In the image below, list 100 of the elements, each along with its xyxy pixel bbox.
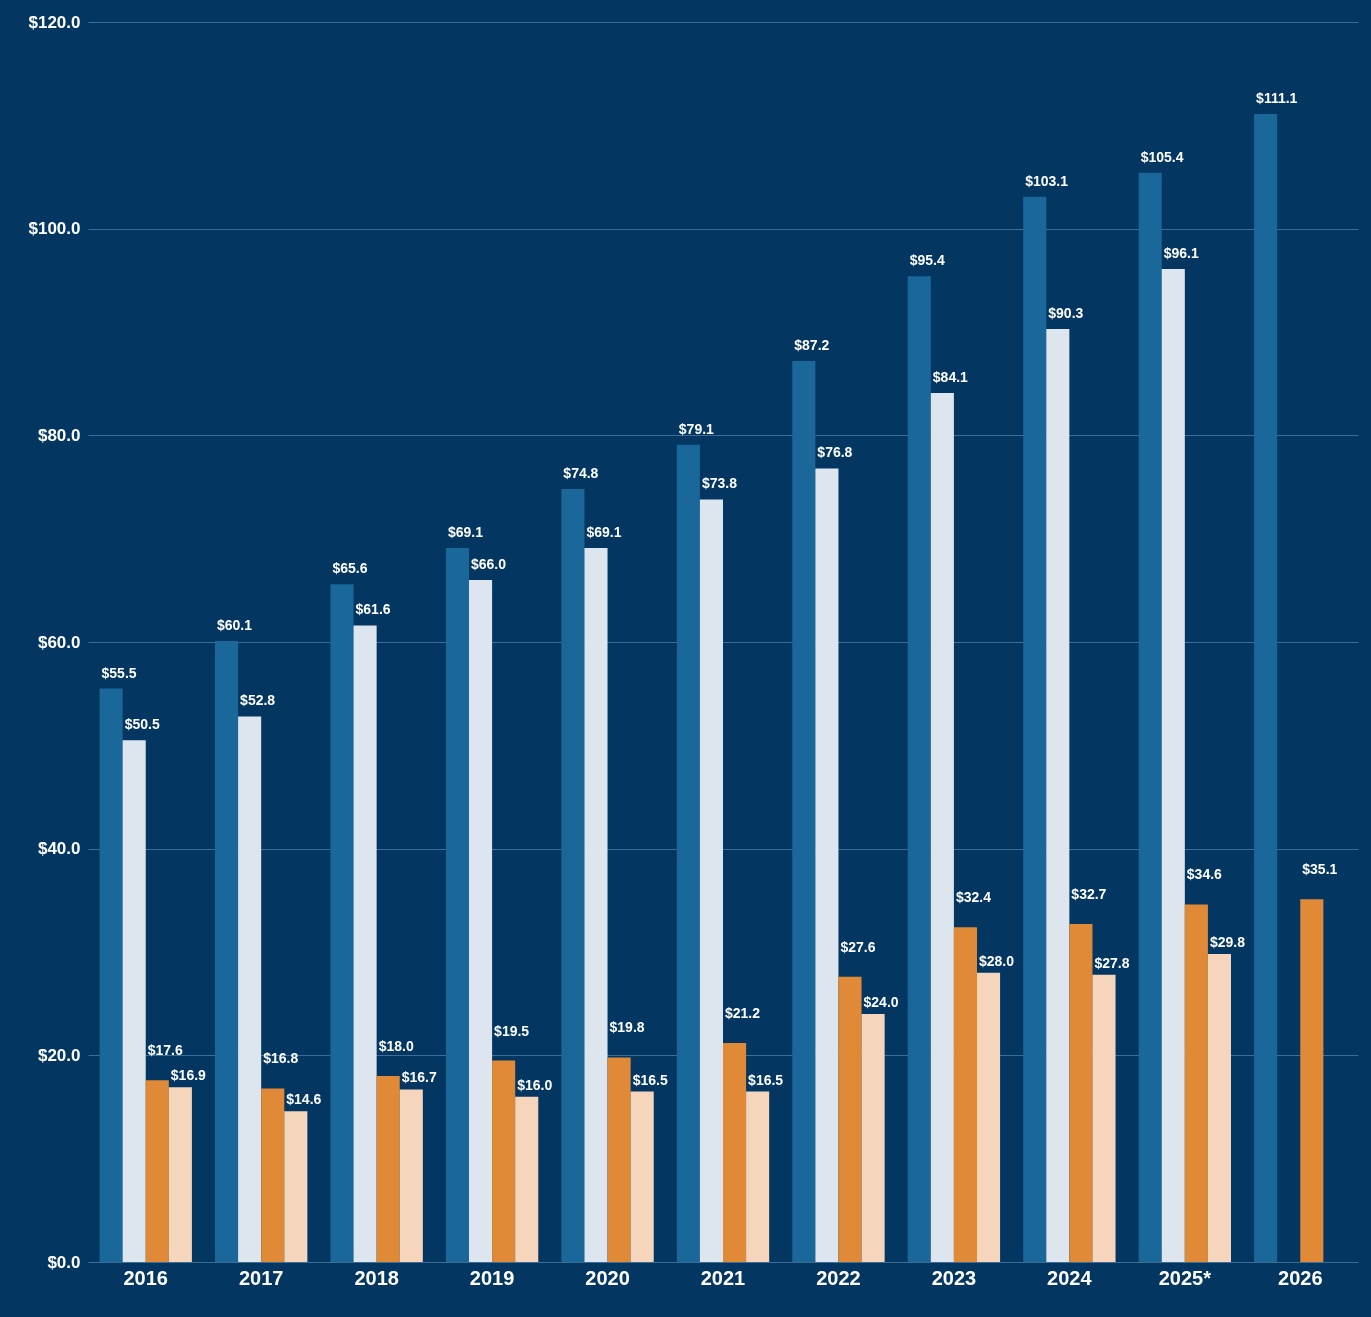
bar <box>1092 974 1116 1262</box>
bar <box>469 580 493 1262</box>
data-label: $16.8 <box>263 1050 299 1067</box>
data-label: $35.1 <box>1302 861 1338 878</box>
bar <box>445 547 469 1262</box>
data-label: $95.4 <box>909 252 945 269</box>
bar <box>353 625 377 1262</box>
data-label: $55.5 <box>101 664 137 681</box>
bar <box>838 976 862 1262</box>
bar <box>284 1111 308 1262</box>
bar <box>815 468 839 1262</box>
data-label: $14.6 <box>286 1091 322 1108</box>
data-label: $61.6 <box>355 601 391 618</box>
data-label: $16.5 <box>748 1071 784 1088</box>
x-tick-label: 2024 <box>1047 1266 1093 1289</box>
bar <box>145 1080 169 1262</box>
bar <box>1254 113 1278 1262</box>
bar <box>492 1060 516 1262</box>
data-label: $19.8 <box>609 1019 645 1036</box>
bar <box>746 1091 770 1262</box>
bar <box>1161 268 1185 1262</box>
bar <box>515 1096 539 1262</box>
y-tick-label: $20.0 <box>37 1045 81 1065</box>
bar <box>792 360 816 1262</box>
data-label: $87.2 <box>794 336 830 353</box>
data-label: $84.1 <box>932 368 969 385</box>
x-tick-label: 2025* <box>1158 1266 1212 1289</box>
data-label: $69.1 <box>586 523 622 540</box>
data-label: $21.2 <box>725 1004 761 1021</box>
data-label: $65.6 <box>332 560 368 577</box>
bar <box>168 1087 192 1262</box>
y-tick-label: $120.0 <box>28 12 81 32</box>
data-label: $32.7 <box>1071 886 1107 903</box>
data-label: $18.0 <box>378 1038 414 1054</box>
data-label: $73.8 <box>701 475 738 492</box>
bar <box>953 927 977 1262</box>
bar <box>215 640 239 1262</box>
bar <box>723 1042 747 1262</box>
bar <box>584 547 608 1262</box>
bar <box>1069 924 1093 1262</box>
data-label: $27.6 <box>840 938 876 955</box>
data-label: $103.1 <box>1025 172 1069 189</box>
bar <box>99 688 123 1262</box>
data-label: $90.3 <box>1048 304 1084 321</box>
bar <box>1207 954 1231 1262</box>
bar <box>1023 196 1047 1262</box>
x-tick-label: 2016 <box>123 1266 168 1289</box>
data-label: $96.1 <box>1163 244 1199 261</box>
y-tick-label: $80.0 <box>37 425 81 445</box>
bar <box>699 499 723 1262</box>
bar <box>561 489 585 1262</box>
bar <box>261 1088 285 1262</box>
data-label: $76.8 <box>817 444 853 461</box>
x-tick-label: 2020 <box>585 1266 630 1289</box>
x-tick-label: 2018 <box>354 1266 399 1289</box>
data-label: $28.0 <box>979 952 1015 969</box>
data-label: $29.8 <box>1209 934 1246 951</box>
bar <box>1046 328 1070 1262</box>
bar <box>907 276 931 1262</box>
data-label: $16.5 <box>632 1071 668 1088</box>
x-tick-label: 2021 <box>700 1266 746 1289</box>
data-label: $24.0 <box>863 994 899 1010</box>
x-tick-label: 2017 <box>238 1266 284 1289</box>
bar <box>861 1014 885 1262</box>
x-tick-label: 2022 <box>816 1266 861 1289</box>
x-tick-label: 2019 <box>469 1266 515 1289</box>
data-label: $19.5 <box>494 1022 530 1039</box>
data-label: $16.9 <box>170 1067 207 1084</box>
bar <box>1300 899 1324 1262</box>
bar <box>122 740 146 1262</box>
data-label: $79.1 <box>678 420 715 437</box>
bar <box>376 1076 400 1262</box>
data-label: $69.1 <box>447 523 484 540</box>
bar <box>630 1091 654 1262</box>
data-label: $34.6 <box>1186 866 1223 883</box>
data-label: $52.8 <box>240 692 276 709</box>
data-label: $105.4 <box>1140 148 1184 165</box>
y-tick-label: $0.0 <box>47 1252 81 1272</box>
bar <box>977 972 1001 1262</box>
bar <box>930 392 954 1262</box>
data-label: $16.7 <box>401 1069 437 1086</box>
bar <box>1138 172 1162 1262</box>
data-label: $74.8 <box>563 465 599 482</box>
data-label: $16.0 <box>517 1076 553 1093</box>
data-label: $17.6 <box>147 1042 183 1059</box>
bar <box>238 716 262 1262</box>
data-label: $111.1 <box>1256 89 1298 106</box>
x-tick-label: 2026 <box>1278 1266 1323 1289</box>
x-tick-label: 2023 <box>931 1266 977 1289</box>
bar <box>399 1089 423 1262</box>
data-label: $66.0 <box>471 556 507 572</box>
bar <box>607 1057 631 1262</box>
bar <box>1184 904 1208 1262</box>
data-label: $27.8 <box>1094 954 1130 971</box>
y-tick-label: $100.0 <box>28 219 81 239</box>
data-label: $32.4 <box>955 889 992 906</box>
y-tick-label: $40.0 <box>37 839 81 859</box>
data-label: $60.1 <box>217 616 253 633</box>
y-tick-label: $60.0 <box>37 632 81 652</box>
bar <box>676 444 700 1262</box>
